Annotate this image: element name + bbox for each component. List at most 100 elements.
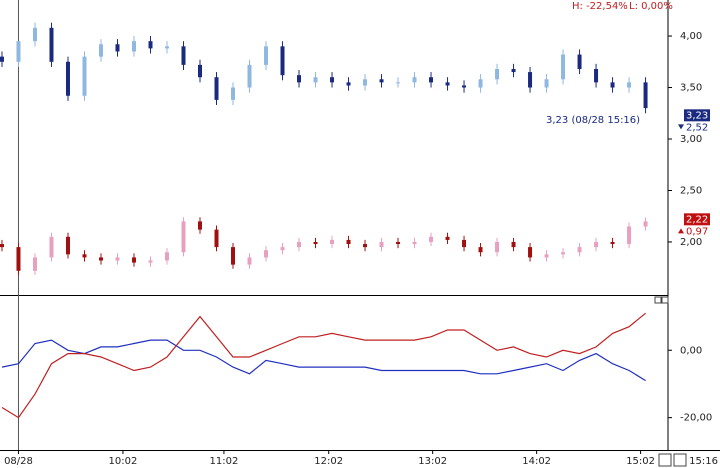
candle-body [330,77,335,83]
candle-body [65,61,70,96]
y-tick-label: 2,50 [680,185,702,196]
candle-body [280,46,285,76]
x-tick-label: 10:02 [109,456,138,467]
candle-body [363,79,368,86]
indicator-line [1,312,646,419]
header-low: L: 0,00% [629,1,673,12]
y-tick-label: -20,00 [680,413,712,424]
indicator-line [1,339,646,382]
candle-body [627,82,632,88]
candle-body [412,77,417,83]
candle-body [577,247,582,253]
change-arrow [678,228,684,234]
candle-body [297,75,302,83]
candle-body [148,41,153,49]
y-tick-label: 3,00 [680,134,702,145]
candle-body [544,79,549,88]
tool-icon[interactable] [658,453,672,467]
candle-body [445,236,450,240]
annotation: 3,23 (08/28 15:16) [546,115,640,126]
candle-body [214,77,219,100]
x-tick-label: 12:02 [314,456,343,467]
candle-body [264,250,269,258]
candle-body [379,241,384,248]
candle-body [115,44,120,52]
candle-body [313,77,318,83]
candle-body [49,236,54,258]
x-tick-label: 08/28 [4,456,33,467]
candle-body [165,252,169,261]
candle-body [198,64,203,78]
candle-body [396,82,401,84]
header-high: H: -22,54% [572,1,628,12]
candle-body [478,247,483,253]
candle-body [131,257,136,263]
panel-button[interactable] [654,296,662,304]
candle-body [148,260,153,263]
candle-body [412,241,417,245]
price-label: 3,23 [686,110,708,121]
candle-body [643,221,648,227]
panel-button[interactable] [661,296,669,304]
candle-body [528,247,533,258]
x-tick-label: 11:02 [210,456,239,467]
candle-body [330,239,335,245]
candle-body [429,236,434,242]
candle-body [82,254,87,258]
candle-body [247,257,252,265]
candle-body [231,247,236,265]
candle-body [561,54,566,80]
y-tick-label: 2,00 [680,237,702,248]
candle-body [379,79,384,83]
candle-body [445,82,450,86]
last-time: 15:16 [689,456,718,467]
price-box [684,109,710,122]
candle-body [16,41,21,62]
price-box [684,213,710,226]
candle-body [264,46,269,65]
candle-body [346,82,351,86]
tool-icon[interactable] [673,453,687,467]
candle-body [462,239,467,248]
candle-body [297,241,302,248]
candle-body [247,64,252,88]
candle-body [528,72,533,88]
candle-body [181,221,186,253]
x-tick-label: 14:02 [522,456,551,467]
y-tick-label: 0,00 [680,345,702,356]
candle-body [643,82,648,109]
candle-body [610,241,615,245]
candle-body [0,56,4,62]
change-arrow [678,124,684,130]
candle-body [478,79,483,88]
candle-body [98,257,103,261]
candle-body [280,247,285,251]
candle-body [610,82,615,88]
candle-body [32,27,37,42]
candle-body [214,229,219,248]
candle-body [429,77,434,83]
candle-body [594,241,599,248]
candle-body [131,41,136,52]
candle-body [627,226,632,245]
candle-body [594,68,599,83]
candle-body [32,257,37,271]
candle-body [181,46,186,65]
candle-body [544,254,549,258]
change-label: 0,97 [686,226,708,237]
candle-body [49,27,54,62]
candle-body [98,44,103,57]
candle-body [511,68,516,73]
candle-body [462,85,467,88]
candle-body [577,54,582,69]
candle-body [82,56,87,96]
y-tick-label: 4,00 [680,31,702,42]
candle-body [0,244,4,248]
x-tick-label: 15:02 [626,456,655,467]
candle-body [198,221,203,230]
change-label: 2,52 [686,122,708,133]
candle-body [396,241,401,245]
candle-body [16,247,21,271]
